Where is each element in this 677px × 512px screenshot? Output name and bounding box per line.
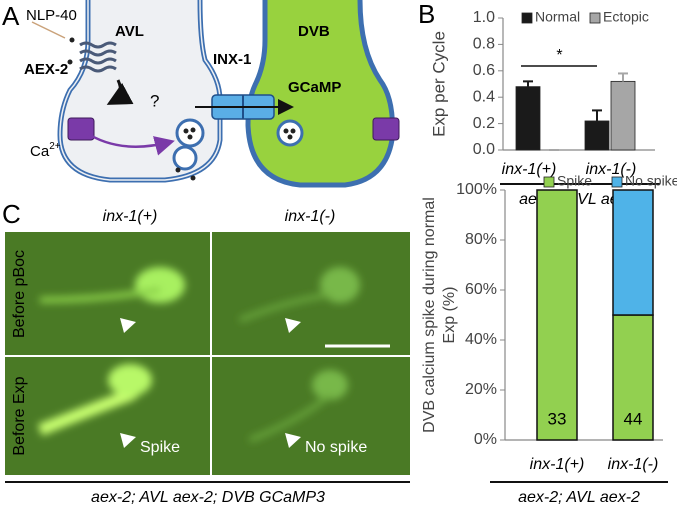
y-axis-label: DVB calcium spike during normal Exp (%) [421, 197, 458, 433]
annotation: No spike [305, 439, 367, 456]
vesicle-content [67, 37, 296, 181]
bar-segment [612, 314, 654, 441]
bar-segment [612, 189, 654, 316]
bar-annotation: 33 [548, 409, 567, 428]
y-tick-label: 0.6 [473, 62, 495, 79]
bar-segment [536, 189, 578, 441]
row-label: Before Exp [11, 376, 28, 455]
y-tick-label: 100% [456, 181, 497, 198]
receptor [79, 41, 117, 73]
cell-label: DVB [298, 23, 330, 40]
x-tick-label: inx-1(-) [608, 456, 659, 473]
legend-swatch [521, 12, 533, 24]
x-tick-label: inx-1(+) [530, 456, 585, 473]
ion-charge: 2+ [49, 141, 61, 152]
y-tick-label: 0.8 [473, 36, 495, 53]
y-tick-label: 80% [465, 231, 497, 248]
arrowhead [120, 318, 301, 448]
y-tick-label: 0% [474, 431, 497, 448]
panel-c: C inx-1(+) inx-1(-) Spike No spike Befor… [2, 199, 410, 506]
chart: B 0.0 0.2 0.4 0.6 0.8 1.0 Exp per Cycle Normal Ec… [418, 0, 660, 208]
signal-arrow [106, 79, 134, 105]
vesicle [276, 119, 304, 147]
ion-label: Ca2+ [30, 141, 61, 160]
ion: Ca [30, 143, 50, 160]
x-tick-label: inx-1(+) [502, 161, 557, 178]
chart: 0% 20% 40% 60% 80% 100%DVB calcium spike duri… [421, 173, 677, 507]
ca-channel [67, 117, 95, 141]
panel-label: C [2, 199, 21, 229]
legend-label: Normal [535, 9, 580, 25]
ligand-label: NLP-40 [26, 7, 77, 24]
fluorescence [37, 267, 360, 443]
x-tick-label: inx-1(-) [586, 161, 637, 178]
avl-membrane [59, 0, 221, 181]
ca-arrow [84, 130, 175, 156]
legend-swatch [611, 176, 623, 188]
question-label: ? [150, 91, 159, 110]
y-tick-label: 60% [465, 281, 497, 298]
pointer [31, 21, 66, 39]
y-tick-label: 0.4 [473, 88, 495, 105]
bar [515, 86, 541, 151]
y-tick-label: 40% [465, 331, 497, 348]
vesicle [172, 145, 198, 171]
legend-swatch [543, 176, 555, 188]
panel-label: A [2, 1, 20, 31]
reporter-label: GCaMP [288, 79, 341, 96]
column-label: inx-1(+) [103, 208, 158, 225]
bar-annotation: 44 [624, 409, 643, 428]
cell-label: AVL [115, 23, 144, 40]
bar [610, 80, 636, 151]
legend-label: Spike [557, 173, 592, 189]
receptor-label: AEX-2 [24, 61, 68, 78]
y-tick-label: 0.0 [473, 141, 495, 158]
bar [584, 120, 610, 151]
junction-label: INX-1 [213, 51, 251, 68]
legend-swatch [589, 12, 601, 24]
column-label: inx-1(-) [285, 208, 336, 225]
legend-label: Ectopic [603, 9, 649, 25]
ca-channel-dvb [372, 117, 400, 141]
caption: aex-2; AVL aex-2; DVB GCaMP3 [91, 489, 325, 506]
y-tick-label: 0.2 [473, 115, 495, 132]
vesicle [175, 118, 205, 148]
y-axis-label: Exp per Cycle [429, 31, 448, 137]
y-tick-label: 20% [465, 381, 497, 398]
panel-a: A NLP-40 AEX-2 AVL DVB INX-1 ? GCaMP Ca2… [2, 0, 400, 188]
panel-label: B [418, 0, 435, 29]
row-label: Before pBoc [11, 250, 28, 338]
significance-label: * [556, 47, 562, 64]
group-label: aex-2; AVL aex-2 [518, 489, 640, 506]
y-tick-label: 1.0 [473, 9, 495, 26]
legend-label: No spike [625, 173, 677, 189]
annotation: Spike [140, 439, 180, 456]
y-axis-label-box: DVB calcium spike during normal Exp (%) [421, 197, 458, 433]
